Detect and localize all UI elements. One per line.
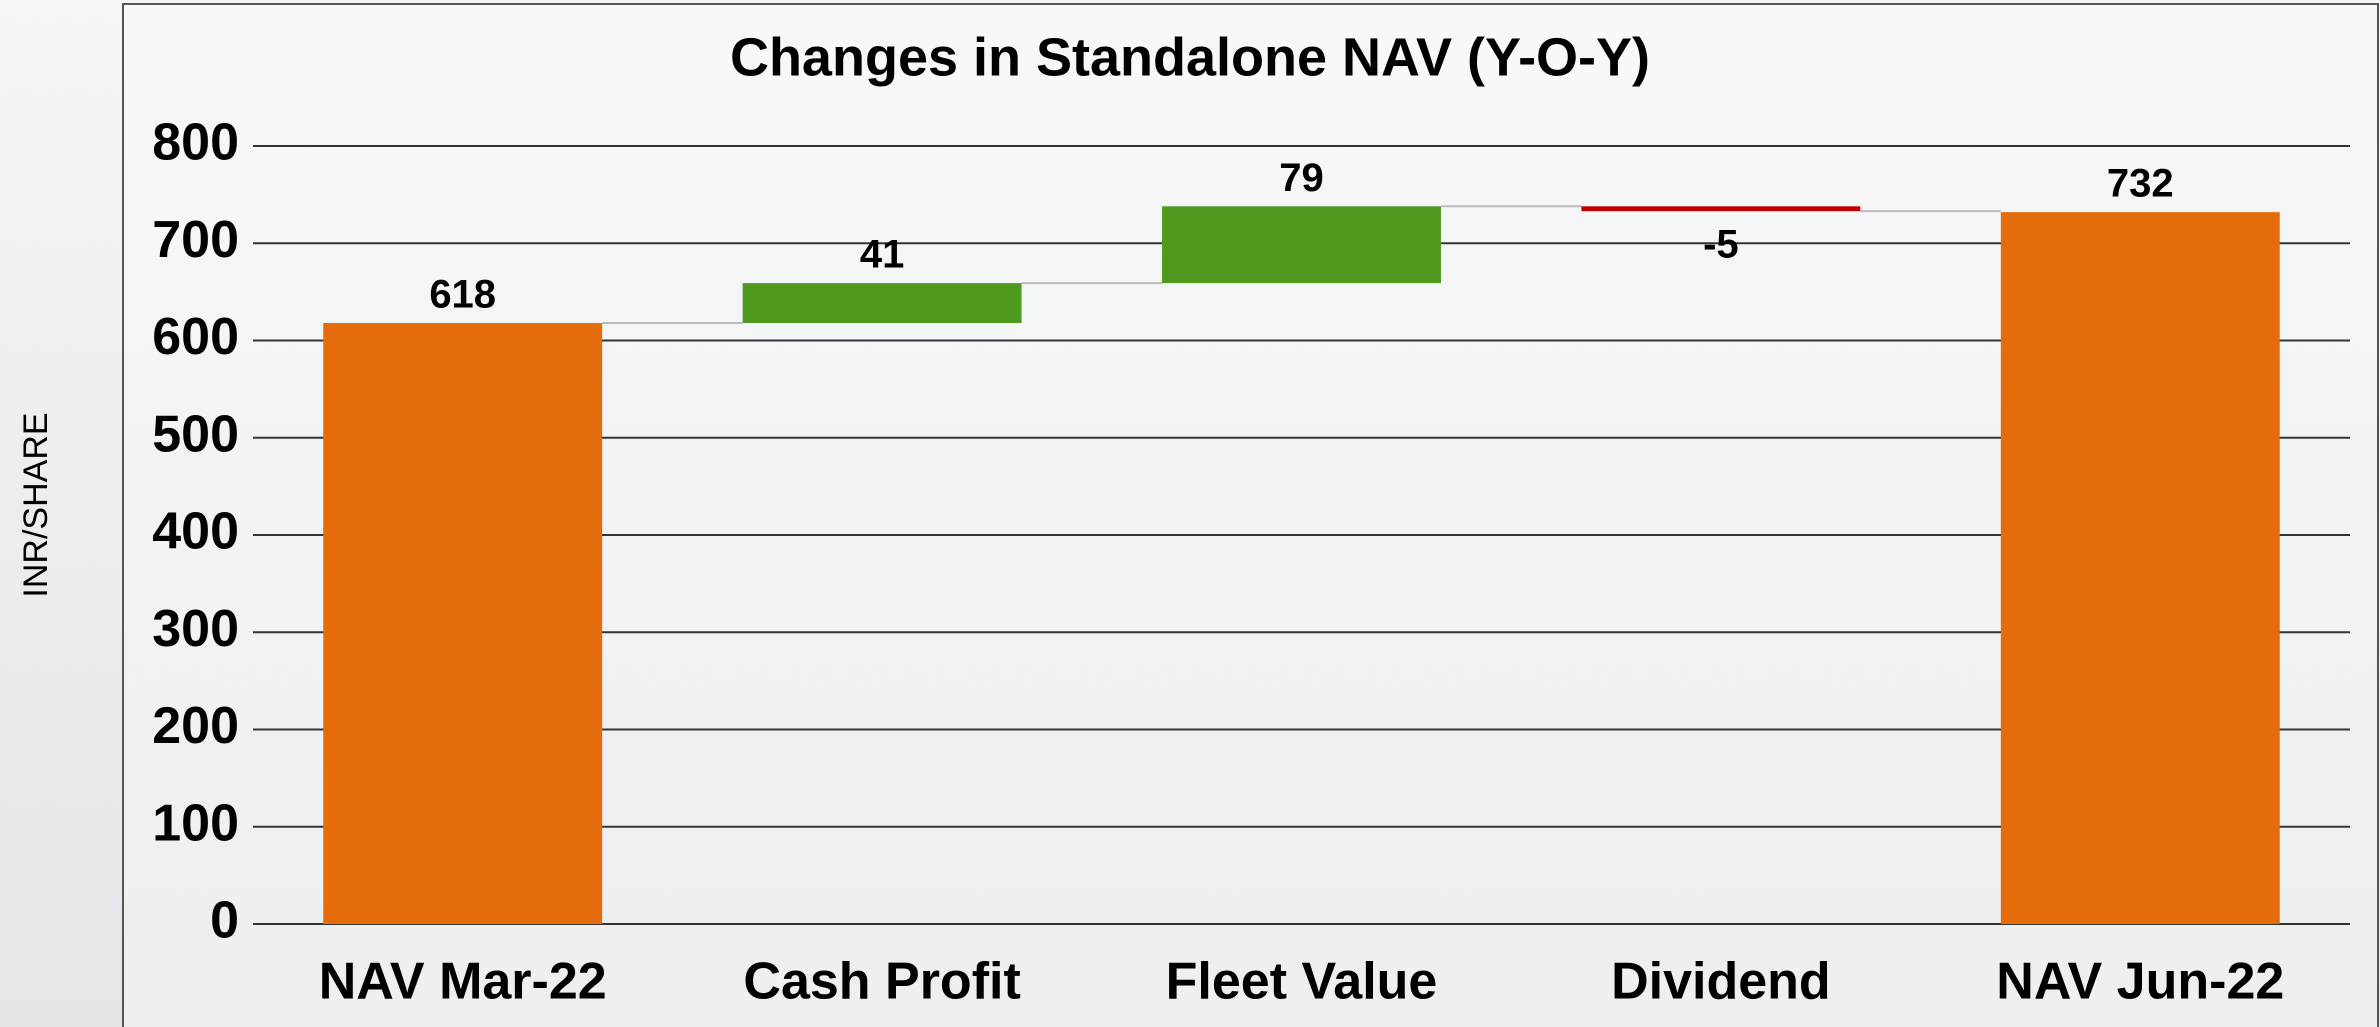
y-tick-label: 0 bbox=[210, 892, 239, 950]
y-tick-label: 400 bbox=[152, 503, 239, 561]
x-tick-label: NAV Mar-22 bbox=[319, 953, 607, 1011]
bar bbox=[742, 283, 1022, 323]
x-tick-label: Cash Profit bbox=[743, 953, 1020, 1011]
y-tick-label: 800 bbox=[152, 114, 239, 172]
bar bbox=[2000, 212, 2280, 924]
chart-title: Changes in Standalone NAV (Y-O-Y) bbox=[730, 27, 1650, 87]
y-tick-label: 500 bbox=[152, 405, 239, 463]
data-label: 41 bbox=[860, 233, 905, 277]
x-tick-label: NAV Jun-22 bbox=[1996, 953, 2284, 1011]
y-tick-label: 600 bbox=[152, 308, 239, 366]
y-tick-label: 700 bbox=[152, 211, 239, 269]
y-tick-label: 300 bbox=[152, 600, 239, 658]
y-tick-label: 100 bbox=[152, 794, 239, 852]
x-tick-label: Fleet Value bbox=[1166, 953, 1438, 1011]
data-label: 79 bbox=[1279, 156, 1324, 200]
y-tick-label: 200 bbox=[152, 697, 239, 755]
data-label: 618 bbox=[429, 273, 496, 317]
data-label: 732 bbox=[2107, 162, 2174, 206]
bar bbox=[1581, 206, 1861, 212]
data-label: -5 bbox=[1703, 223, 1739, 267]
x-tick-label: Dividend bbox=[1611, 953, 1831, 1011]
bar bbox=[1162, 206, 1441, 284]
y-axis-label: INR/SHARE bbox=[17, 412, 55, 597]
bar bbox=[323, 322, 603, 924]
